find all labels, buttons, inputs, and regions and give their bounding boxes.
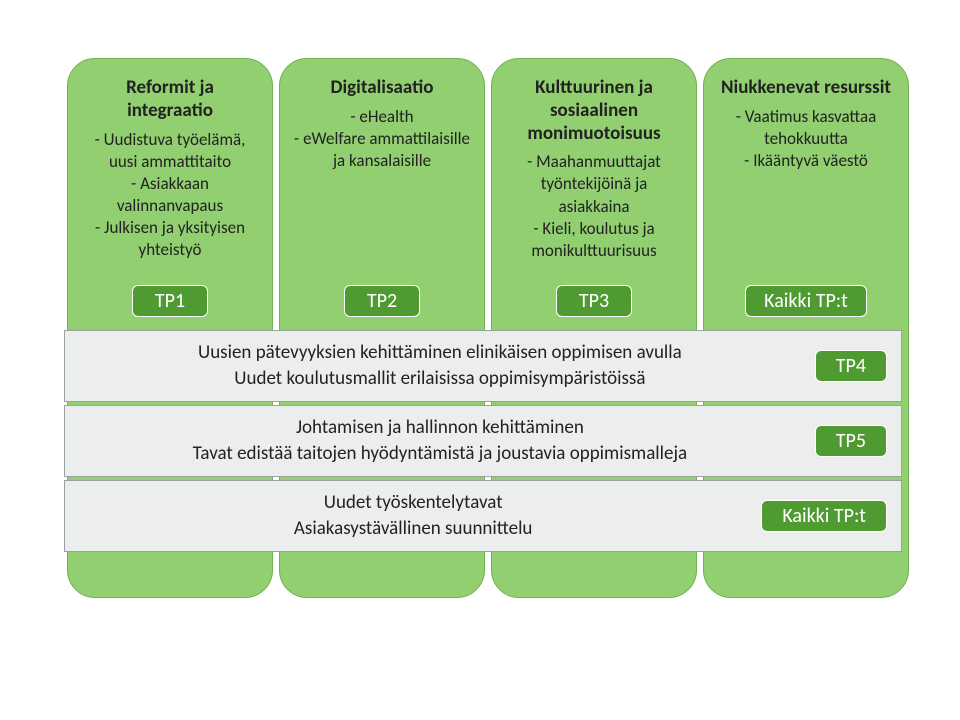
pillar-title: Digitalisaatio <box>294 77 470 100</box>
tp-badge-tp3: TP3 <box>556 285 632 317</box>
row-line: Asiakasystävällinen suunnittelu <box>75 516 751 542</box>
pillar-title: Reformit ja integraatio <box>82 77 258 123</box>
tp-badge-kaikki-row: Kaikki TP:t <box>761 500 887 532</box>
row-competencies: Uusien pätevyyksien kehittäminen elinikä… <box>64 330 902 402</box>
row-line: Uudet koulutusmallit erilaisissa oppimis… <box>75 366 805 392</box>
row-line: Johtamisen ja hallinnon kehittäminen <box>75 415 805 441</box>
pillar-line: - Vaatimus kasvattaa tehokkuutta <box>718 106 894 150</box>
row-text: Uusien pätevyyksien kehittäminen elinikä… <box>65 334 815 397</box>
row-line: Tavat edistää taitojen hyödyntämistä ja … <box>75 441 805 467</box>
row-working-methods: Uudet työskentelytavat Asiakasystävällin… <box>64 480 902 552</box>
pillar-content: Reformit ja integraatio - Uudistuva työe… <box>68 59 272 271</box>
pillar-title: Niukkenevat resurssit <box>718 77 894 100</box>
row-text: Uudet työskentelytavat Asiakasystävällin… <box>65 484 761 547</box>
diagram-stage: Reformit ja integraatio - Uudistuva työe… <box>0 0 960 720</box>
pillar-content: Niukkenevat resurssit - Vaatimus kasvatt… <box>704 59 908 182</box>
pillar-line: - Uudistuva työelämä, uusi ammattitaito <box>82 129 258 173</box>
row-text: Johtamisen ja hallinnon kehittäminen Tav… <box>65 409 815 472</box>
pillar-line: - Julkisen ja yksityisen yhteistyö <box>82 217 258 261</box>
pillar-line: - eWelfare ammattilaisille ja kansalaisi… <box>294 128 470 172</box>
tp-badge-tp5: TP5 <box>815 425 887 457</box>
pillar-line: - eHealth <box>294 106 470 128</box>
tp-badge-tp1: TP1 <box>132 285 208 317</box>
tp-badge-tp4: TP4 <box>815 350 887 382</box>
row-management: Johtamisen ja hallinnon kehittäminen Tav… <box>64 405 902 477</box>
pillar-line: - Kieli, koulutus ja monikulttuurisuus <box>506 218 682 262</box>
pillar-content: Digitalisaatio - eHealth - eWelfare amma… <box>280 59 484 182</box>
badge-area: TP1 <box>68 285 272 317</box>
pillar-line: - Asiakkaan valinnanvapaus <box>82 173 258 217</box>
row-line: Uudet työskentelytavat <box>75 490 751 516</box>
pillar-line: - Ikääntyvä väestö <box>718 150 894 172</box>
row-line: Uusien pätevyyksien kehittäminen elinikä… <box>75 340 805 366</box>
badge-area: Kaikki TP:t <box>704 285 908 317</box>
pillar-title: Kulttuurinen ja sosiaalinen monimuotoisu… <box>506 77 682 145</box>
badge-area: TP3 <box>492 285 696 317</box>
pillar-line: - Maahanmuuttajat työntekijöinä ja asiak… <box>506 151 682 217</box>
badge-area: TP2 <box>280 285 484 317</box>
tp-badge-tp2: TP2 <box>344 285 420 317</box>
pillar-content: Kulttuurinen ja sosiaalinen monimuotoisu… <box>492 59 696 272</box>
tp-badge-kaikki: Kaikki TP:t <box>745 285 867 317</box>
